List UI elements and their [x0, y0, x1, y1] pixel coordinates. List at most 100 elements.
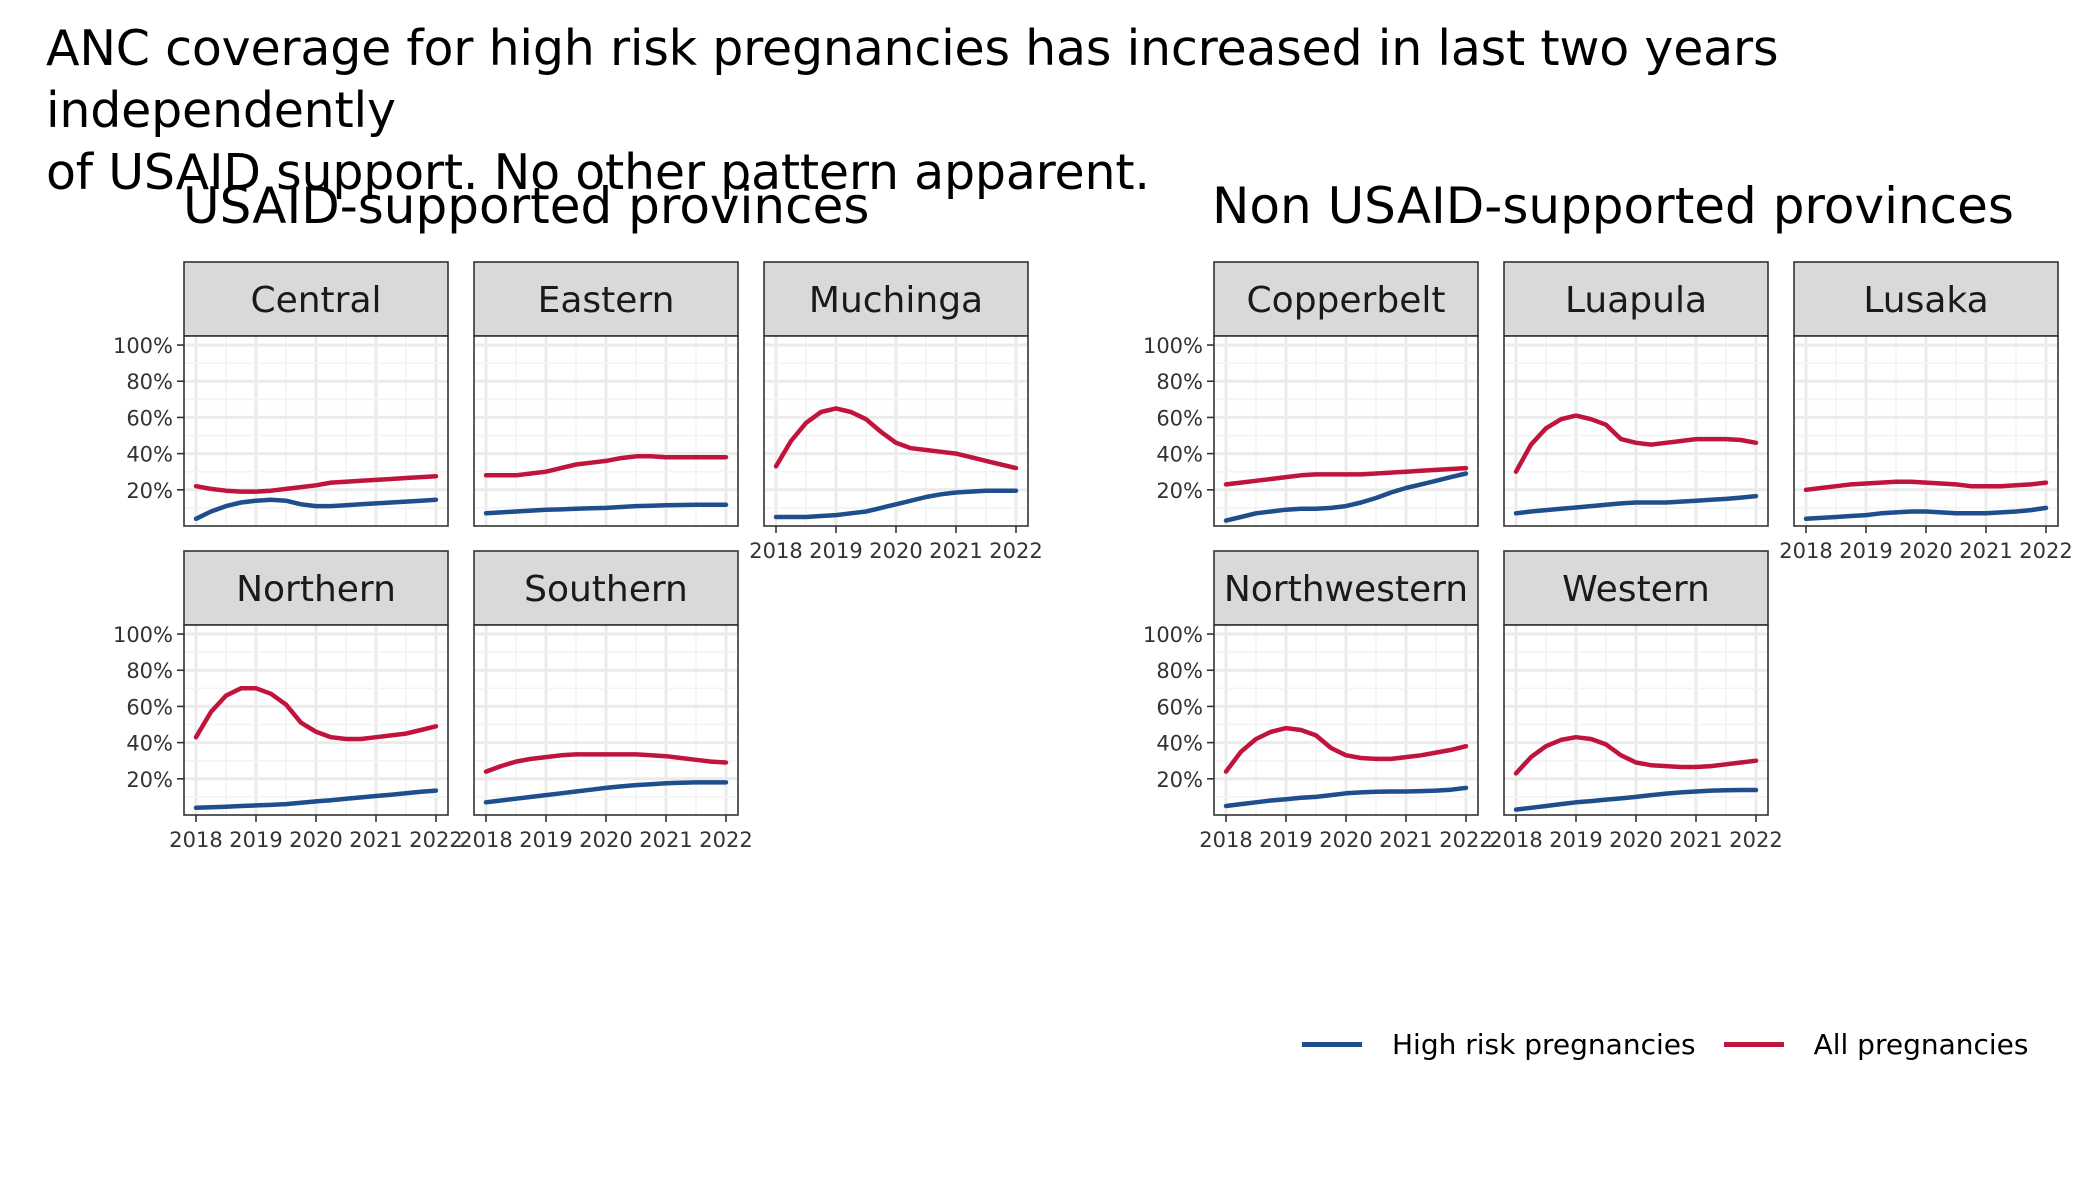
x-tick-label: 2020 — [1609, 828, 1662, 852]
strip-southern — [473, 550, 739, 626]
x-tick-label: 2019 — [519, 828, 572, 852]
x-tick-label: 2019 — [1549, 828, 1602, 852]
legend: High risk pregnancies All pregnancies — [1302, 1022, 2056, 1066]
x-tick-label: 2019 — [229, 828, 282, 852]
y-tick-label: 100% — [1143, 623, 1203, 647]
series-line-all-pregnancies-central — [193, 473, 439, 494]
panel-frame-central — [183, 335, 449, 527]
y-tick-label: 20% — [126, 479, 173, 503]
x-tick-label: 2021 — [929, 539, 982, 563]
strip-label-northwestern: Northwestern — [1224, 569, 1468, 610]
x-tick-label: 2020 — [1899, 539, 1952, 563]
x-tick-label: 2020 — [289, 828, 342, 852]
legend-swatch-high-risk — [1302, 1041, 1362, 1047]
group-title-non-usaid: Non USAID-supported provinces — [1212, 177, 2014, 235]
y-tick-label: 40% — [126, 732, 173, 756]
legend-label-all: All pregnancies — [1813, 1027, 2029, 1061]
series-line-high-risk-pregnancies-eastern — [483, 502, 729, 516]
series-line-all-pregnancies-luapula — [1513, 413, 1759, 474]
panel-frame-luapula — [1503, 335, 1769, 527]
strip-muchinga — [763, 261, 1029, 337]
x-tick-label: 2020 — [579, 828, 632, 852]
x-tick-label: 2018 — [749, 539, 802, 563]
series-line-high-risk-pregnancies-western — [1513, 787, 1759, 812]
y-tick-label: 60% — [126, 406, 173, 430]
series-line-all-pregnancies-southern — [483, 752, 729, 774]
legend-item-high-risk: High risk pregnancies — [1302, 1028, 1696, 1061]
strip-label-luapula: Luapula — [1565, 280, 1707, 321]
panel-frame-eastern — [473, 335, 739, 527]
x-tick-label: 2022 — [1729, 828, 1782, 852]
y-tick-label: 20% — [126, 768, 173, 792]
strip-label-central: Central — [250, 280, 381, 321]
series-line-all-pregnancies-lusaka — [1803, 479, 2049, 493]
x-tick-label: 2022 — [989, 539, 1042, 563]
strip-label-muchinga: Muchinga — [809, 280, 983, 321]
series-line-high-risk-pregnancies-copperbelt — [1223, 471, 1469, 523]
y-tick-label: 80% — [126, 370, 173, 394]
y-tick-label: 40% — [1156, 443, 1203, 467]
headline: ANC coverage for high risk pregnancies h… — [46, 20, 1779, 201]
legend-label-high-risk: High risk pregnancies — [1392, 1027, 1696, 1061]
strip-label-western: Western — [1562, 569, 1710, 610]
series-line-high-risk-pregnancies-lusaka — [1803, 505, 2049, 522]
y-tick-label: 100% — [113, 623, 173, 647]
series-line-all-pregnancies-northwestern — [1223, 725, 1469, 774]
y-tick-label: 40% — [1156, 732, 1203, 756]
x-tick-label: 2019 — [1839, 539, 1892, 563]
series-line-high-risk-pregnancies-luapula — [1513, 493, 1759, 516]
strip-label-southern: Southern — [524, 569, 688, 610]
y-tick-label: 80% — [1156, 370, 1203, 394]
series-line-all-pregnancies-western — [1513, 734, 1759, 776]
x-tick-label: 2020 — [869, 539, 922, 563]
x-tick-label: 2021 — [349, 828, 402, 852]
y-tick-label: 60% — [1156, 406, 1203, 430]
strip-label-copperbelt: Copperbelt — [1247, 280, 1446, 321]
x-tick-label: 2022 — [1439, 828, 1492, 852]
x-tick-label: 2020 — [1319, 828, 1372, 852]
strip-label-northern: Northern — [236, 569, 396, 610]
x-tick-label: 2018 — [1489, 828, 1542, 852]
x-tick-label: 2018 — [459, 828, 512, 852]
y-tick-label: 20% — [1156, 768, 1203, 792]
group-title-usaid: USAID-supported provinces — [183, 177, 870, 235]
x-tick-label: 2021 — [1669, 828, 1722, 852]
x-tick-label: 2021 — [639, 828, 692, 852]
x-tick-label: 2019 — [809, 539, 862, 563]
x-tick-label: 2022 — [699, 828, 752, 852]
strip-copperbelt — [1213, 261, 1479, 337]
series-line-high-risk-pregnancies-southern — [483, 780, 729, 805]
y-tick-label: 80% — [126, 659, 173, 683]
legend-item-all: All pregnancies — [1723, 1027, 2029, 1061]
series-line-high-risk-pregnancies-northwestern — [1223, 785, 1469, 809]
strip-label-lusaka: Lusaka — [1863, 280, 1988, 321]
x-tick-label: 2018 — [169, 828, 222, 852]
x-tick-label: 2021 — [1379, 828, 1432, 852]
y-tick-label: 20% — [1156, 479, 1203, 503]
strip-luapula — [1503, 261, 1769, 337]
y-tick-label: 80% — [1156, 659, 1203, 683]
x-tick-label: 2022 — [2019, 539, 2072, 563]
strip-label-eastern: Eastern — [538, 280, 675, 321]
y-tick-label: 100% — [113, 334, 173, 358]
legend-swatch-all — [1723, 1041, 1784, 1047]
series-line-all-pregnancies-eastern — [483, 454, 729, 478]
panel-frame-copperbelt — [1213, 335, 1479, 527]
series-line-high-risk-pregnancies-muchinga — [773, 488, 1019, 520]
strip-eastern — [473, 261, 739, 337]
x-tick-label: 2019 — [1259, 828, 1312, 852]
x-tick-label: 2022 — [409, 828, 462, 852]
series-line-high-risk-pregnancies-central — [193, 497, 439, 522]
series-line-all-pregnancies-muchinga — [773, 406, 1019, 471]
x-tick-label: 2018 — [1779, 539, 1832, 563]
strip-lusaka — [1793, 261, 2059, 337]
y-tick-label: 100% — [1143, 334, 1203, 358]
series-line-all-pregnancies-copperbelt — [1223, 465, 1469, 487]
series-line-high-risk-pregnancies-northern — [193, 788, 439, 811]
y-tick-label: 60% — [126, 695, 173, 719]
x-tick-label: 2021 — [1959, 539, 2012, 563]
x-tick-label: 2018 — [1199, 828, 1252, 852]
y-tick-label: 40% — [126, 443, 173, 467]
y-tick-label: 60% — [1156, 695, 1203, 719]
